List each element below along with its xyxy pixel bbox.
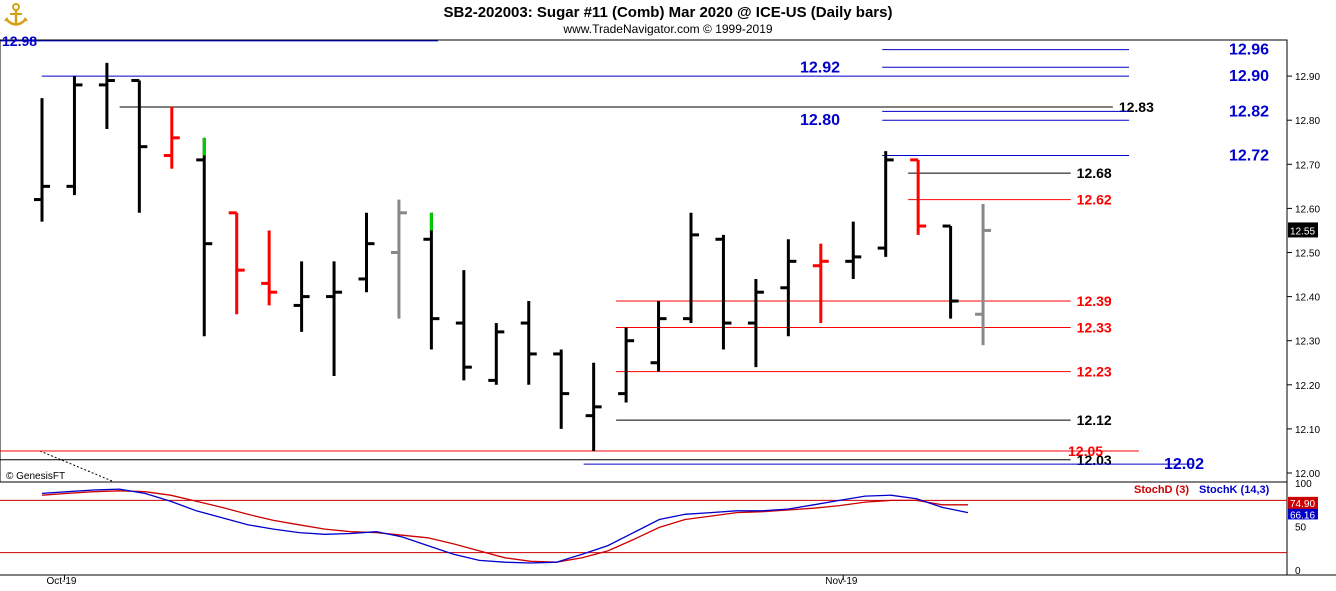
- level-label: 12.39: [1077, 293, 1112, 309]
- stoch-tick-label: 100: [1295, 479, 1312, 490]
- price-tick-label: 12.20: [1295, 381, 1320, 392]
- level-label: 12.72: [1229, 147, 1269, 164]
- price-tick-label: 12.80: [1295, 116, 1320, 127]
- stochD-value: 74.90: [1290, 499, 1315, 510]
- price-tick-label: 12.00: [1295, 469, 1320, 480]
- stochK-value: 66.16: [1290, 510, 1315, 521]
- date-axis[interactable]: Oct-19 Nov-19: [46, 575, 858, 587]
- stochD-line: [41, 490, 968, 563]
- level-label: 12.90: [1229, 68, 1269, 85]
- last-price-box: [1288, 222, 1318, 238]
- level-label: 12.92: [800, 59, 840, 76]
- ohlc-bars: [34, 62, 992, 451]
- stochD-legend: StochD (3): [1134, 484, 1189, 496]
- level-label: 12.23: [1077, 364, 1112, 380]
- chart-title: SB2-202003: Sugar #11 (Comb) Mar 2020 @ …: [444, 4, 893, 21]
- level-label: 12.83: [1119, 99, 1154, 115]
- chart-subtitle: www.TradeNavigator.com © 1999-2019: [562, 22, 772, 36]
- copyright-label: © GenesisFT: [6, 471, 65, 482]
- level-label: 12.05: [1068, 443, 1103, 459]
- level-label: 12.02: [1164, 456, 1204, 473]
- level-label: 12.03: [1077, 452, 1112, 468]
- level-label: 12.12: [1077, 412, 1112, 428]
- level-label: 12.82: [1229, 103, 1269, 120]
- level-label: 12.62: [1077, 192, 1112, 208]
- level-label: 12.68: [1077, 165, 1112, 181]
- last-price-label: 12.55: [1290, 226, 1315, 237]
- level-label: 12.80: [800, 112, 840, 129]
- price-axis[interactable]: 12.90 12.80 12.70 12.60 12.50 12.40 12.30 12.20…: [1287, 72, 1320, 480]
- level-label: 12.96: [1229, 42, 1269, 59]
- price-tick-label: 12.60: [1295, 204, 1320, 215]
- stochK-value-box: [1288, 508, 1318, 520]
- stochK-line: [41, 488, 969, 564]
- anchor-logo-icon: [4, 3, 28, 26]
- stochD-value-box: [1288, 496, 1318, 509]
- price-tick-label: 12.30: [1295, 337, 1320, 348]
- price-tick-label: 12.40: [1295, 293, 1320, 304]
- stoch-tick-label: 0: [1295, 566, 1301, 577]
- level-label: 12.33: [1077, 319, 1112, 335]
- date-tick-label: Oct-19: [46, 576, 76, 587]
- price-levels: 12.98 12.96 12.92 12.90 12.83 12.82 12.80 12.72…: [0, 33, 1269, 473]
- stochK-legend: StochK (14,3): [1199, 484, 1270, 496]
- price-tick-label: 12.50: [1295, 249, 1320, 260]
- price-tick-label: 12.90: [1295, 72, 1320, 83]
- stoch-tick-label: 50: [1295, 523, 1307, 534]
- chart-frame: [0, 39, 1336, 576]
- price-tick-label: 12.70: [1295, 160, 1320, 171]
- level-label: 12.98: [2, 33, 37, 49]
- date-tick-label: Nov-19: [825, 576, 858, 587]
- price-tick-label: 12.10: [1295, 425, 1320, 436]
- trend-dotted-line: [39, 450, 113, 482]
